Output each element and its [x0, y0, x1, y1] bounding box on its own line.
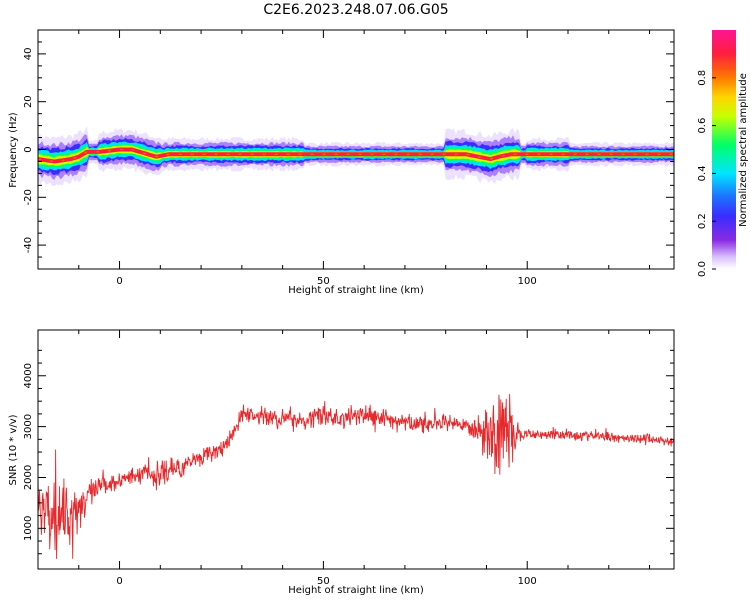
- spectrogram-xtick-label: 50: [317, 276, 330, 287]
- colorbar-tick-label: 0.0: [697, 261, 708, 277]
- colorbar-tick-label: 0.4: [697, 165, 708, 181]
- snr-xlabel: Height of straight line (km): [288, 585, 424, 596]
- snr-xtick-label: 50: [317, 576, 330, 587]
- spectrogram-xtick-label: 0: [116, 276, 122, 287]
- snr-panel: 0 50 100 1000 2000 3000 4000 Height of straigh…: [8, 329, 675, 596]
- colorbar-tick-label: 0.2: [697, 213, 708, 229]
- snr-ytick-label: 3000: [23, 414, 34, 439]
- snr-ytick-label: 2000: [23, 465, 34, 490]
- colorbar-tick-label: 0.6: [697, 118, 708, 134]
- spectrogram-ytick-label: 20: [23, 95, 34, 108]
- colorbar-gradient: [712, 30, 736, 269]
- snr-ylabel: SNR (10 * v/v): [8, 414, 19, 485]
- colorbar-tick-label: 0.8: [697, 70, 708, 86]
- spectral-peak-highlight: [38, 149, 674, 163]
- snr-xtick-label: 100: [518, 576, 537, 587]
- spectrogram-xtick-label: 100: [518, 276, 537, 287]
- snr-ytick-label: 1000: [23, 516, 34, 541]
- snr-frame: [37, 329, 675, 570]
- snr-xtick-label: 0: [116, 576, 122, 587]
- colorbar: 0.0 0.2 0.4 0.6 0.8 Normalized spectral ampl…: [697, 30, 749, 277]
- spectrogram-ytick-label: 40: [23, 48, 34, 61]
- snr-ytick-label: 4000: [23, 363, 34, 388]
- snr-series-line: [38, 393, 674, 559]
- spectrogram-ytick-label: 0: [23, 146, 34, 152]
- colorbar-label: Normalized spectral amplitude: [738, 73, 749, 227]
- spectrogram-ytick-label: -40: [23, 237, 34, 253]
- spectrogram-xlabel: Height of straight line (km): [288, 285, 424, 296]
- spectrogram-ytick-label: -20: [23, 189, 34, 205]
- spectrogram-panel: 0 50 100 40 20 0 -20 -40 Height of straight lin…: [8, 29, 675, 296]
- figure-title: C2E6.2023.248.07.06.G05: [263, 2, 448, 18]
- spectrogram-ylabel: Frequency (Hz): [8, 112, 19, 188]
